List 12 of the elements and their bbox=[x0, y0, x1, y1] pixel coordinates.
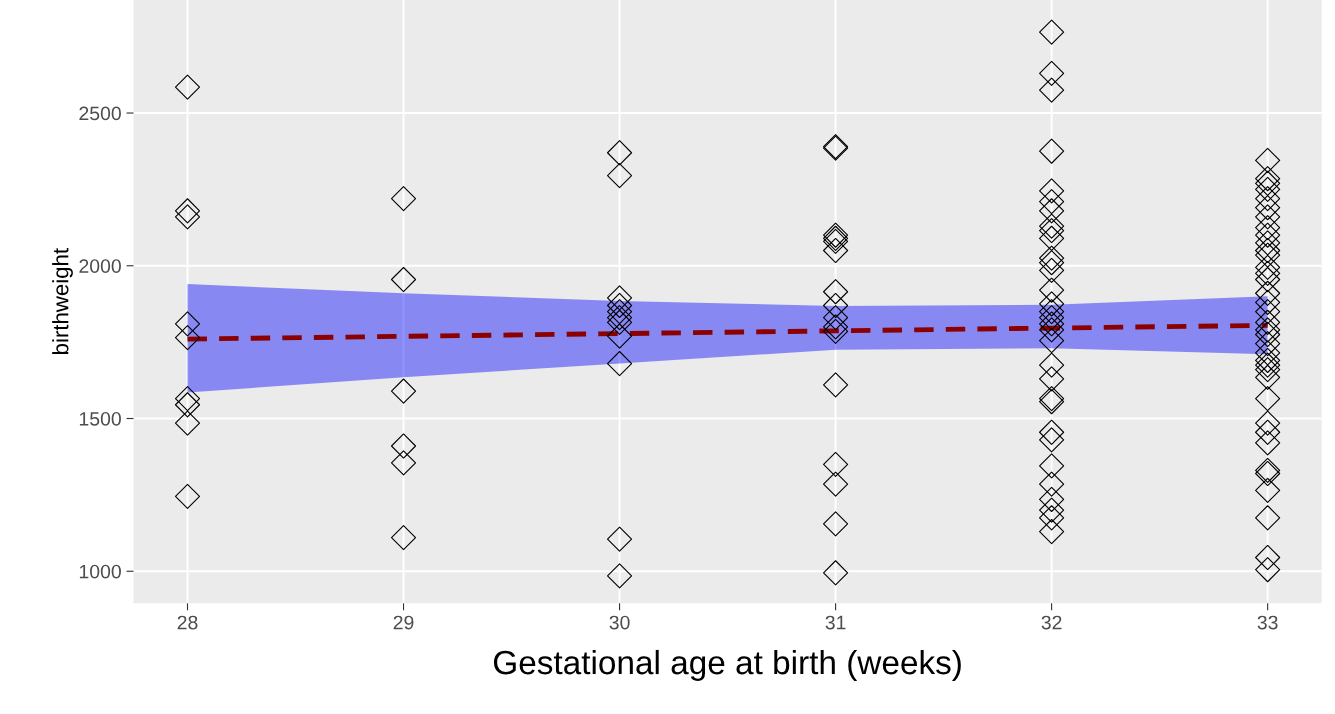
x-tick-label: 29 bbox=[393, 615, 414, 630]
x-axis-title: Gestational age at birth (weeks) bbox=[493, 649, 961, 681]
y-tick-label: 1500 bbox=[79, 411, 121, 426]
x-tick-label: 32 bbox=[1041, 615, 1062, 630]
y-tick-label: 2000 bbox=[79, 259, 121, 274]
y-axis-title: birthweight bbox=[52, 248, 73, 354]
y-tick-label: 2500 bbox=[79, 106, 121, 121]
x-tick-label: 28 bbox=[177, 615, 198, 630]
x-tick-label: 33 bbox=[1257, 615, 1278, 630]
x-tick-label: 31 bbox=[825, 615, 846, 630]
y-tick-label: 1000 bbox=[79, 564, 121, 579]
x-tick-label: 30 bbox=[609, 615, 630, 630]
